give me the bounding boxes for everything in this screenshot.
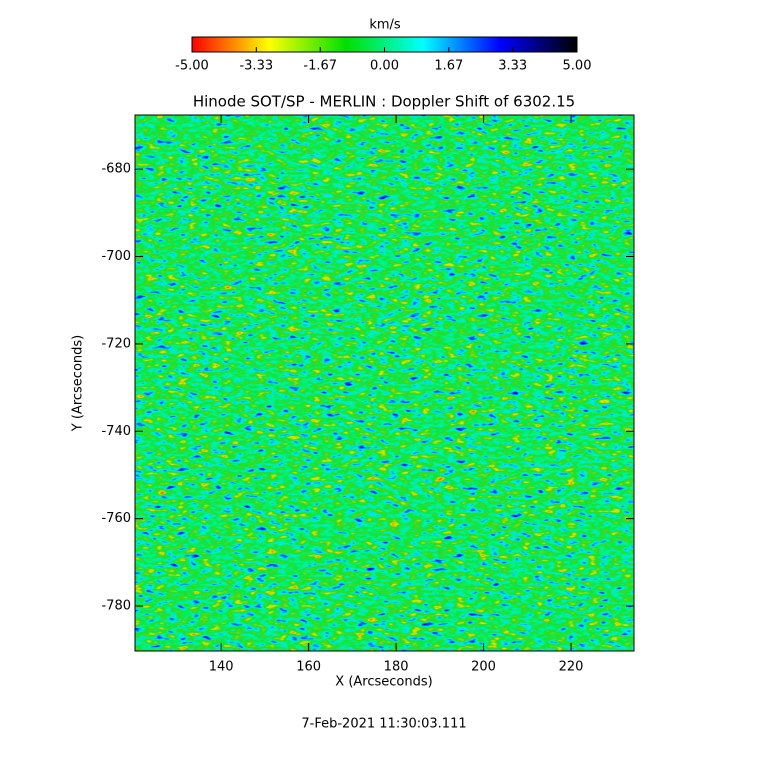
x-tick-label: 220 <box>559 660 584 675</box>
chart-title: Hinode SOT/SP - MERLIN : Doppler Shift o… <box>193 93 575 111</box>
y-tick-label: -780 <box>101 599 131 614</box>
footer-date: 7-Feb-2021 11:30:03.111 <box>301 717 466 732</box>
x-tick-label: 140 <box>209 660 234 675</box>
colorbar-tick-label: -1.67 <box>303 59 337 74</box>
y-axis-label: Y (Arcseconds) <box>71 335 86 432</box>
colorbar-tick-label: -5.00 <box>175 59 209 74</box>
colorbar-tick-label: -3.33 <box>239 59 273 74</box>
x-tick-label: 180 <box>384 660 409 675</box>
x-tick-label: 200 <box>471 660 496 675</box>
colorbar-tick-label: 5.00 <box>563 59 592 74</box>
x-axis-label: X (Arcseconds) <box>335 675 432 690</box>
doppler-image <box>135 115 634 651</box>
y-tick-label: -700 <box>101 249 131 264</box>
y-tick-label: -740 <box>101 424 131 439</box>
y-tick-label: -760 <box>101 511 131 526</box>
colorbar-title: km/s <box>369 18 401 33</box>
plot-frame <box>134 114 635 652</box>
y-tick-label: -720 <box>101 336 131 351</box>
colorbar-tick-label: 1.67 <box>434 59 463 74</box>
colorbar-tick-label: 0.00 <box>370 59 399 74</box>
y-tick-label: -680 <box>101 162 131 177</box>
x-tick-label: 160 <box>296 660 321 675</box>
colorbar-tick-label: 3.33 <box>498 59 527 74</box>
